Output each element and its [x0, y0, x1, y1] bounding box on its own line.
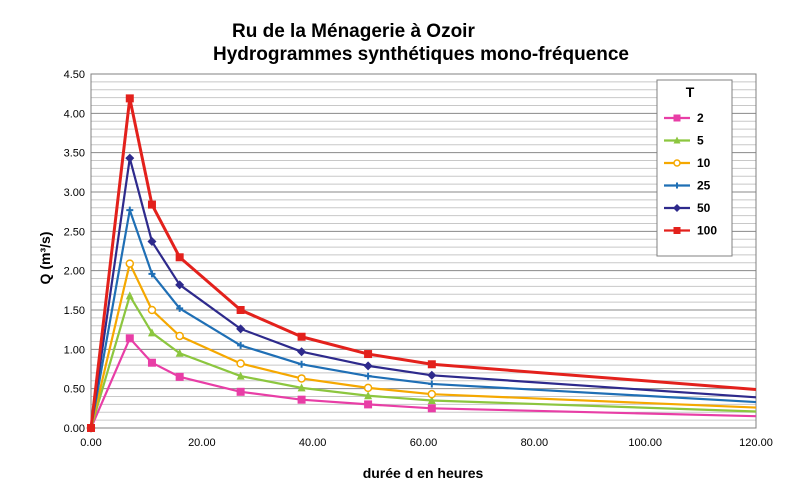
legend-swatch-marker	[673, 159, 681, 167]
y-tick-label: 1.50	[64, 305, 85, 317]
x-tick-label: 60.00	[410, 437, 438, 449]
y-tick-label: 2.00	[64, 266, 85, 278]
data-point	[363, 383, 373, 393]
series-line	[89, 262, 757, 429]
x-tick-labels: 0.00 20.00 40.00 60.00 80.00 100.00 120.00	[80, 437, 773, 449]
data-point	[236, 306, 245, 314]
legend-swatch-marker	[673, 227, 681, 234]
legend-title: T	[686, 84, 695, 100]
y-axis-label: Q (m³/s)	[37, 232, 53, 285]
legend-label: 50	[697, 201, 711, 215]
legend-swatch-marker	[673, 204, 681, 212]
y-tick-label: 3.50	[64, 148, 85, 160]
data-point	[363, 361, 373, 371]
data-point	[298, 360, 306, 368]
data-point	[236, 359, 245, 368]
data-point	[148, 270, 156, 278]
data-point	[125, 334, 134, 343]
data-point	[236, 371, 245, 380]
data-point	[297, 332, 306, 341]
legend-box	[656, 79, 733, 257]
legend-item: 2	[664, 111, 704, 125]
series-10	[86, 259, 757, 433]
data-point	[236, 324, 246, 334]
data-point	[297, 347, 307, 357]
data-point	[125, 94, 134, 103]
data-point	[237, 341, 245, 349]
data-point	[427, 404, 436, 413]
data-point	[125, 153, 135, 163]
data-point	[175, 372, 184, 381]
y-tick-label: 2.50	[64, 226, 85, 238]
data-point	[297, 374, 306, 383]
legend-label: 2	[697, 111, 704, 125]
y-tick-label: 0.50	[64, 384, 85, 396]
legend-item: 5	[664, 134, 704, 148]
data-point	[364, 372, 372, 380]
legend-label: 100	[697, 224, 717, 238]
legend-item: 25	[664, 179, 711, 193]
x-tick-label: 80.00	[521, 437, 549, 449]
y-tick-label: 4.00	[64, 108, 85, 120]
x-tick-label: 120.00	[739, 437, 773, 449]
data-point	[147, 237, 157, 247]
data-point	[364, 391, 373, 400]
legend-label: 10	[697, 156, 711, 170]
data-point	[175, 280, 185, 290]
x-tick-label: 100.00	[628, 437, 662, 449]
plot-area	[90, 73, 757, 429]
legend-item: 10	[664, 156, 711, 170]
x-tick-label: 0.00	[80, 437, 101, 449]
data-point	[427, 395, 436, 404]
data-point	[147, 200, 156, 209]
chart-subtitle: Hydrogrammes synthétiques mono-fréquence	[213, 44, 629, 65]
data-point	[428, 380, 436, 388]
data-point	[175, 253, 184, 262]
data-point	[297, 383, 306, 392]
data-point	[427, 360, 436, 369]
legend-swatch-marker	[673, 136, 681, 144]
data-point	[364, 400, 373, 409]
legend-label: 5	[697, 134, 704, 148]
y-tick-label: 3.00	[64, 187, 85, 199]
y-tick-label: 0.00	[64, 423, 85, 435]
data-point	[427, 389, 437, 399]
data-point	[176, 304, 184, 312]
x-axis-label: durée d en heures	[363, 465, 484, 481]
legend-label: 25	[697, 179, 711, 193]
x-tick-label: 40.00	[299, 437, 327, 449]
data-point	[147, 328, 156, 337]
series-lines	[86, 94, 757, 433]
series-line	[89, 157, 757, 429]
data-point	[297, 395, 306, 404]
data-point	[175, 348, 184, 357]
data-point	[147, 305, 157, 315]
data-point	[125, 291, 134, 300]
x-tick-label: 20.00	[188, 437, 216, 449]
data-point	[427, 370, 437, 380]
legend-item: 100	[664, 224, 717, 238]
series-line	[89, 208, 757, 429]
legend-swatch-marker	[673, 114, 681, 122]
data-point	[364, 350, 373, 359]
chart-title: Ru de la Ménagerie à Ozoir	[232, 21, 475, 42]
data-point	[125, 259, 135, 268]
series-25	[87, 206, 757, 432]
series-100	[87, 94, 757, 432]
y-tick-label: 4.50	[64, 69, 85, 81]
legend-item: 50	[664, 201, 711, 215]
data-point	[236, 387, 245, 396]
legend-swatch-marker	[674, 182, 680, 189]
series-50	[86, 153, 757, 433]
gridlines	[91, 81, 756, 421]
y-tick-label: 1.00	[64, 344, 85, 356]
y-tick-labels: 0.00 0.50 1.00 1.50 2.00 2.50 3.00 3.50 4.00 4.50	[64, 69, 85, 435]
data-point	[147, 358, 156, 367]
data-point	[126, 206, 134, 214]
data-point	[87, 424, 95, 432]
data-point	[175, 331, 184, 341]
